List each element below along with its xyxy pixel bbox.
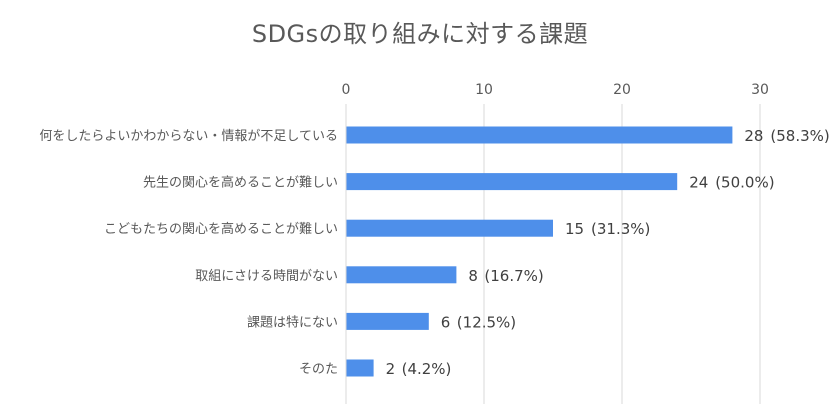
data-label-value: 28 xyxy=(744,127,763,145)
data-label-value: 8 xyxy=(468,267,478,285)
data-label-percent: (4.2%) xyxy=(402,360,452,378)
bar xyxy=(346,173,678,191)
x-tick-label: 30 xyxy=(751,82,769,98)
data-label-percent: (50.0%) xyxy=(715,174,774,192)
bar xyxy=(346,312,429,330)
x-tick-label: 0 xyxy=(342,82,351,98)
data-label-value: 15 xyxy=(565,220,584,238)
category-label: 課題は特にない xyxy=(247,314,338,330)
data-label-value: 6 xyxy=(441,313,451,331)
category-label: そのた xyxy=(299,362,338,377)
data-label-value: 24 xyxy=(689,174,708,192)
chart-title: SDGsの取り組みに対する課題 xyxy=(251,20,589,48)
data-label-percent: (58.3%) xyxy=(770,127,829,145)
category-label: 何をしたらよいかわからない・情報が不足している xyxy=(39,128,338,144)
data-label-percent: (31.3%) xyxy=(591,220,650,238)
data-label-percent: (16.7%) xyxy=(484,267,543,285)
bar xyxy=(346,359,374,377)
x-tick-label: 20 xyxy=(613,82,631,98)
category-label: 先生の関心を高めることが難しい xyxy=(143,175,338,191)
category-label: 取組にさける時間がない xyxy=(195,269,338,284)
data-label-percent: (12.5%) xyxy=(457,313,516,331)
bar xyxy=(346,219,553,237)
x-tick-label: 10 xyxy=(475,82,493,98)
category-label: こどもたちの関心を高めることが難しい xyxy=(104,221,338,237)
data-label-value: 2 xyxy=(386,360,396,378)
bar xyxy=(346,126,733,144)
bar xyxy=(346,266,457,284)
